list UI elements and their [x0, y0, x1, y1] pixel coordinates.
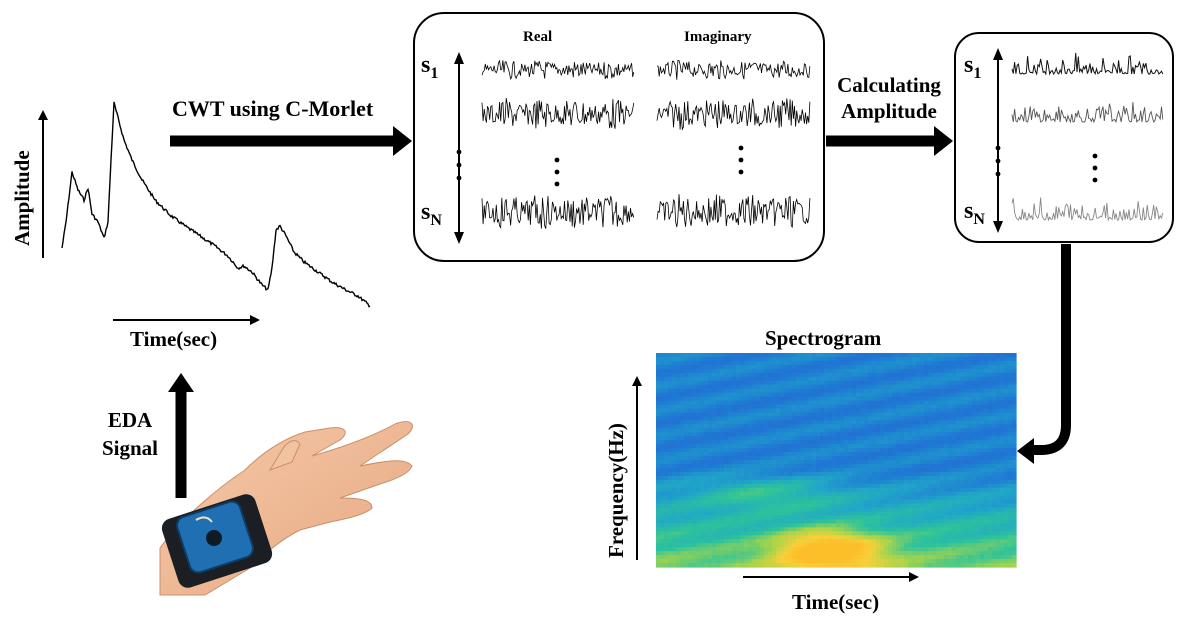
to-spectrogram-arrow — [1032, 244, 1071, 455]
coeff-scale-sn: sN — [421, 199, 442, 229]
real-coefficient-trace — [481, 195, 635, 229]
amplitude-box — [954, 32, 1174, 243]
imaginary-coefficient-trace — [656, 59, 811, 80]
cwt-arrow-head — [393, 126, 412, 156]
eda-signal-label: EDA Signal — [101, 408, 159, 460]
amp-scale-top-head — [993, 48, 1003, 60]
imaginary-coefficient-trace — [656, 98, 811, 131]
amplitude-traces — [1011, 52, 1164, 222]
ellipsis-dots — [456, 145, 1098, 187]
real-coefficient-trace — [481, 59, 635, 80]
eda-up-arrow-head — [168, 373, 194, 392]
spectrogram-heatmap — [656, 353, 1017, 568]
real-coefficient-trace — [481, 98, 635, 129]
coeff-scale-bottom-head — [454, 232, 464, 244]
sensor-button — [206, 530, 222, 546]
amplitude-trace — [1011, 197, 1164, 222]
amplitude-trace — [1011, 102, 1164, 124]
raw-xlabel: Time(sec) — [130, 327, 218, 351]
coeff-scale-s1: s1 — [421, 52, 439, 82]
amp-scale-s1: s1 — [964, 52, 982, 82]
spectrogram-title: Spectrogram — [765, 326, 882, 350]
coefficient-traces — [481, 59, 811, 229]
cwt-step-label: CWT using C-Morlet — [172, 96, 374, 121]
imaginary-column-label: Imaginary — [684, 29, 752, 45]
to-spectrogram-arrow-head — [1017, 438, 1034, 464]
amplitude-arrow-head — [934, 126, 953, 156]
amp-scale-bottom-head — [993, 221, 1003, 233]
amp-scale-sn: sN — [964, 198, 985, 228]
coefficients-box — [413, 12, 825, 262]
amplitude-trace — [1011, 52, 1164, 76]
spectrogram-ylabel: Frequency(Hz) — [604, 423, 628, 558]
imaginary-coefficient-trace — [656, 194, 811, 228]
coeff-scale-top-head — [454, 52, 464, 64]
real-column-label: Real — [523, 29, 553, 45]
raw-eda-signal-trace — [61, 101, 371, 308]
wrist-eda-device-image — [159, 421, 413, 596]
raw-ylabel: Amplitude — [10, 150, 34, 246]
spectrogram-xlabel: Time(sec) — [792, 590, 880, 614]
calc-amplitude-label: Calculating Amplitude — [837, 73, 941, 123]
